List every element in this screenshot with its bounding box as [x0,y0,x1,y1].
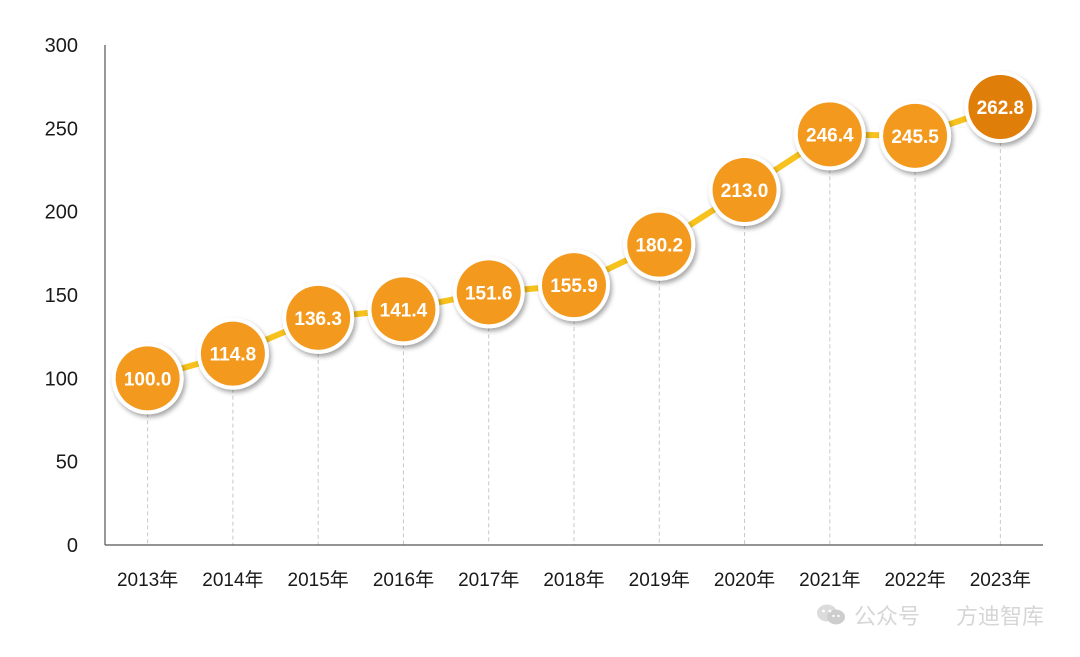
data-label: 100.0 [124,369,172,390]
watermark-right-text: 方迪智库 [955,605,1044,630]
y-tick-label: 200 [45,202,78,224]
data-label: 136.3 [294,309,342,330]
data-point [883,103,948,168]
y-tick-labels: 0 50 100 150 200 250 300 [45,35,78,557]
y-tick-label: 100 [45,368,78,390]
watermark: 公众号 方迪智库 [816,599,1044,631]
data-point [968,75,1033,139]
data-point [456,260,521,325]
data-label: 245.5 [891,127,939,148]
y-tick-label: 250 [45,118,78,140]
data-point [542,253,606,318]
x-tick-label: 2023年 [970,569,1031,591]
y-tick-label: 150 [45,285,78,307]
data-point [712,158,777,222]
data-label: 114.8 [210,345,257,366]
wechat-icon [816,604,845,625]
grid-lines [147,107,1001,545]
x-tick-label: 2015年 [288,569,349,591]
x-tick-label: 2013年 [117,569,178,591]
y-tick-label: 0 [67,535,78,557]
data-point [200,321,265,386]
x-tick-label: 2021年 [799,569,860,591]
x-tick-label: 2019年 [629,569,690,591]
x-tick-label: 2014年 [202,569,263,591]
x-tick-label: 2022年 [884,569,945,591]
data-label: 155.9 [550,276,598,297]
data-label: 180.2 [635,236,683,257]
data-label: 213.0 [721,181,769,202]
data-point [371,277,436,342]
data-label: 262.8 [977,98,1025,119]
x-tick-label: 2018年 [543,569,604,591]
data-point [797,102,862,167]
axes [104,45,1043,546]
x-tick-label: 2017年 [458,569,519,591]
data-point [286,285,351,350]
data-label: 141.4 [380,300,428,321]
x-tick-label: 2020年 [714,569,775,591]
data-markers: 100.0 114.8 136.3 141.4 151.6 155.9 180.2 213.0… [111,71,1037,415]
y-tick-label: 300 [45,35,78,57]
x-tick-label: 2016年 [373,569,434,591]
data-label: 246.4 [806,125,854,146]
watermark-left-text: 公众号 [853,605,920,630]
data-point [115,346,180,411]
data-point [627,212,692,277]
y-tick-label: 50 [56,452,78,474]
x-tick-labels: 2013年 2014年 2015年 2016年 2017年 2018年 2019年 2020年… [117,569,1031,591]
data-label: 151.6 [465,283,513,304]
